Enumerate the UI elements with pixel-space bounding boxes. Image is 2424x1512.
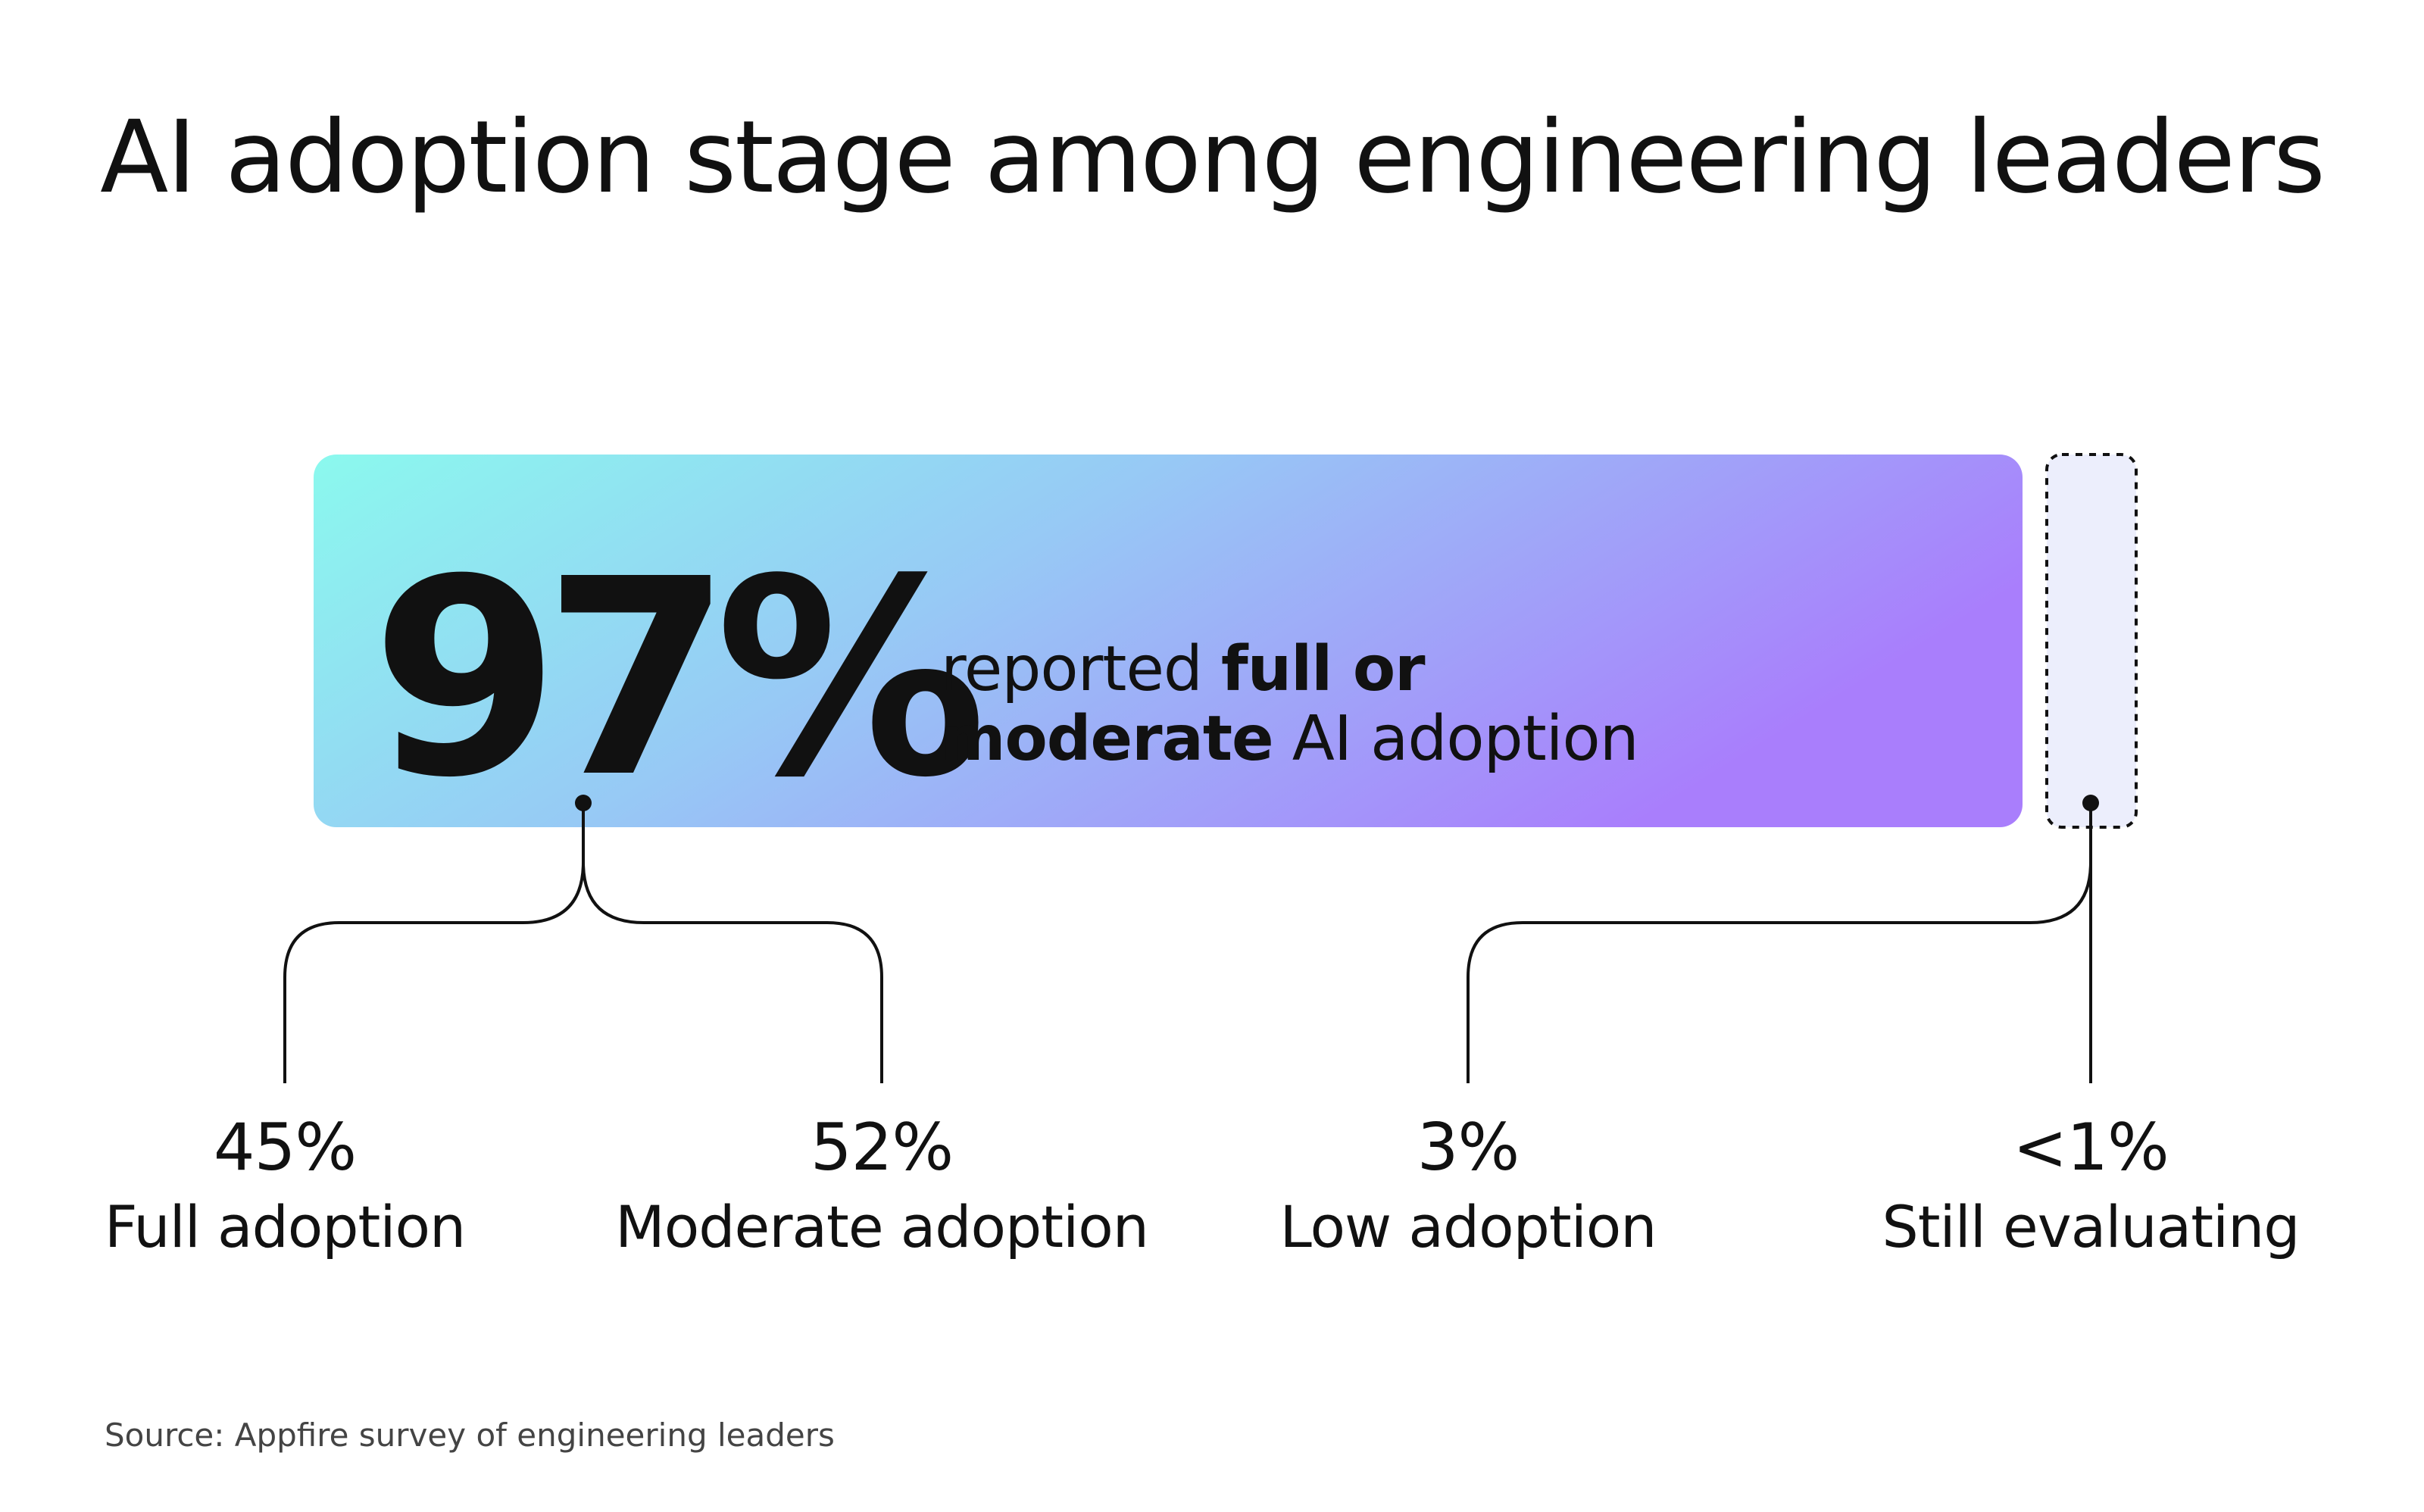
left-bracket-dot: [575, 795, 592, 811]
category-label: Still evaluating: [1882, 1193, 2300, 1261]
value-label: 3%: [1417, 1110, 1520, 1186]
value-label: <1%: [2013, 1110, 2169, 1186]
still-evaluating-bar: [2045, 453, 2138, 829]
category-moderate: 52% Moderate adoption: [541, 1115, 1223, 1256]
value-label: 52%: [810, 1110, 954, 1186]
category-label: Moderate adoption: [615, 1193, 1149, 1261]
right-bracket-dot: [2082, 795, 2099, 811]
adoption-bar: [314, 455, 2023, 827]
right-bracket: [1467, 803, 2092, 1083]
headline-bold-2: moderate: [941, 703, 1274, 775]
headline-suffix: AI adoption: [1273, 703, 1639, 775]
headline-text: reported full or moderate AI adoption: [941, 633, 1639, 775]
value-label: 45%: [213, 1110, 357, 1186]
headline-prefix: reported: [941, 633, 1222, 705]
source-note: Source: Appfire survey of engineering le…: [105, 1417, 835, 1454]
category-full: 45% Full adoption: [0, 1115, 626, 1256]
chart-title: AI adoption stage among engineering lead…: [100, 99, 2326, 216]
category-label: Low adoption: [1279, 1193, 1657, 1261]
category-evaluating: <1% Still evaluating: [1750, 1115, 2424, 1256]
category-low: 3% Low adoption: [1127, 1115, 1809, 1256]
category-label: Full adoption: [104, 1193, 466, 1261]
headline-value: 97%: [371, 522, 987, 837]
left-bracket: [283, 803, 883, 1083]
headline-bold-1: full or: [1221, 633, 1426, 705]
